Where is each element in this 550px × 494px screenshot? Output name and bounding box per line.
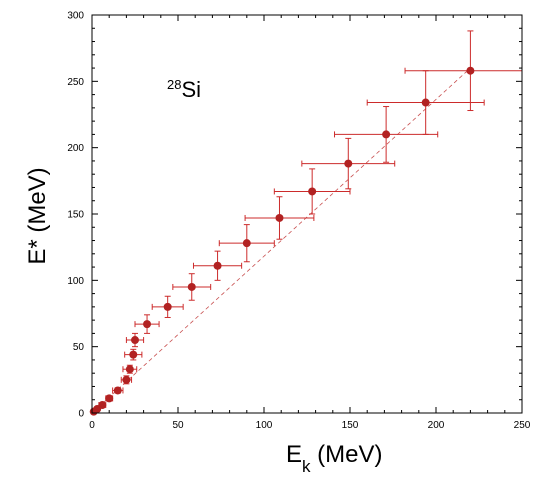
data-point (113, 386, 122, 395)
data-point (105, 394, 114, 403)
x-tick-label: 0 (89, 420, 95, 431)
y-tick-label: 300 (67, 11, 84, 22)
x-axis-title-unit: (MeV) (311, 441, 383, 468)
data-point-layer (89, 66, 475, 416)
x-tick-label: 100 (256, 420, 273, 431)
data-point (242, 239, 251, 248)
reference-line (91, 67, 471, 414)
data-point (125, 365, 134, 374)
x-tick-label: 50 (172, 420, 184, 431)
nucleus-annotation: 28Si (167, 77, 201, 102)
y-tick-label: 0 (78, 409, 84, 420)
data-point (344, 159, 353, 168)
data-point (308, 187, 317, 196)
data-point (131, 336, 139, 345)
x-axis-title-main: E (286, 441, 302, 468)
data-point (143, 320, 152, 329)
x-tick-label: 200 (428, 420, 445, 431)
y-tick-label: 150 (67, 210, 84, 221)
data-point (382, 130, 391, 139)
y-tick-label: 250 (67, 77, 84, 88)
y-axis-title: E* (MeV) (24, 167, 51, 264)
x-tick-label: 150 (342, 420, 359, 431)
data-point (275, 213, 284, 222)
x-axis-title-subscript: k (302, 457, 311, 476)
x-axis-title: Ek (MeV) (286, 441, 383, 476)
annotation-mass-number: 28 (167, 77, 181, 92)
y-tick-label: 50 (73, 342, 85, 353)
y-tick-label: 200 (67, 143, 84, 154)
data-point (421, 98, 430, 107)
reference-line-layer (91, 67, 471, 414)
annotation-element: Si (181, 77, 201, 102)
data-point (466, 66, 475, 75)
y-tick-label: 100 (67, 276, 84, 287)
data-point (187, 282, 196, 291)
data-point (213, 261, 222, 270)
data-point (129, 350, 138, 359)
data-point (163, 302, 172, 311)
tick-layer: 0 50 100 150 200 250 0 50 100 150 200 250 300 (67, 11, 530, 432)
data-point (98, 401, 107, 410)
data-point (122, 375, 131, 384)
x-tick-label: 250 (514, 420, 531, 431)
